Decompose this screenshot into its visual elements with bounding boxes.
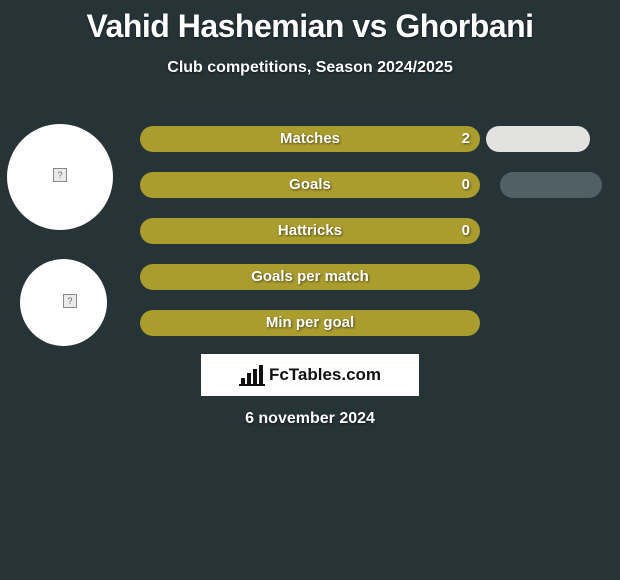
stat-label: Min per goal xyxy=(266,314,354,331)
stat-row: Goals 0 xyxy=(140,172,480,198)
broken-image-icon: ? xyxy=(53,168,67,182)
stat-label: Goals xyxy=(289,176,331,193)
stat-row: Hattricks 0 xyxy=(140,218,480,244)
brand-box: FcTables.com xyxy=(201,354,419,396)
stat-row: Matches 2 xyxy=(140,126,480,152)
stat-row: Goals per match xyxy=(140,264,480,290)
stat-row: Min per goal xyxy=(140,310,480,336)
stat-rows: Matches 2 Goals 0 Hattricks 0 Goals per match M… xyxy=(140,126,480,356)
broken-image-icon: ? xyxy=(63,294,77,308)
page-subtitle: Club competitions, Season 2024/2025 xyxy=(0,59,620,77)
player-avatar: ? xyxy=(20,259,107,346)
player-avatar: ? xyxy=(7,124,113,230)
chart-bars-icon xyxy=(239,364,265,386)
stat-value: 2 xyxy=(462,126,470,152)
stat-label: Matches xyxy=(280,130,340,147)
page-title: Vahid Hashemian vs Ghorbani xyxy=(0,0,620,45)
stat-label: Goals per match xyxy=(251,268,369,285)
stat-value: 0 xyxy=(462,172,470,198)
stat-label: Hattricks xyxy=(278,222,342,239)
side-pill xyxy=(486,126,590,152)
brand-text: FcTables.com xyxy=(269,365,381,385)
side-pill xyxy=(500,172,602,198)
footer-date: 6 november 2024 xyxy=(0,410,620,428)
stat-value: 0 xyxy=(462,218,470,244)
